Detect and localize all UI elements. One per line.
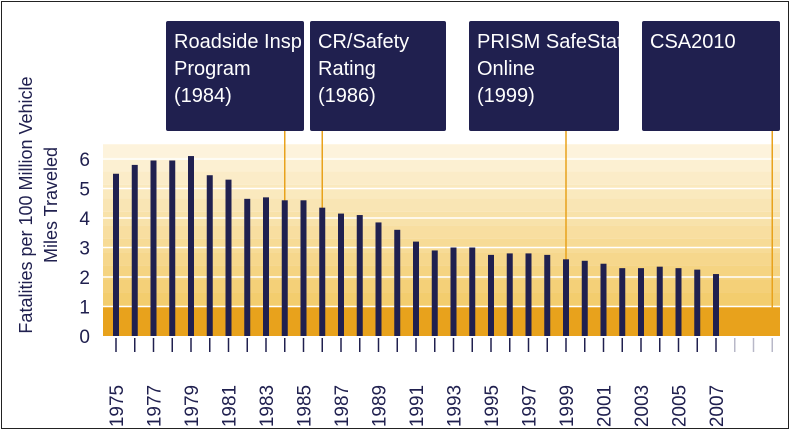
background-band (103, 292, 780, 307)
annotation-callout-line: (1999) (477, 85, 535, 107)
annotation-callout-line: CR/Safety (318, 31, 410, 53)
y-tick-label: 0 (79, 327, 90, 348)
bar (600, 263, 607, 336)
bar (263, 197, 269, 336)
x-tick-label: 1985 (295, 385, 316, 427)
bar (525, 253, 532, 336)
bar (338, 213, 344, 336)
background-band (103, 238, 780, 253)
bar (469, 247, 476, 336)
bar (488, 254, 494, 336)
x-tick-label: 1999 (557, 385, 578, 427)
background-band (103, 184, 780, 199)
bar (169, 160, 176, 336)
annotation-callout: PRISM SafeStat Online (1999) (469, 21, 623, 131)
annotation-callout-line: Online (477, 58, 535, 80)
bar (619, 268, 626, 336)
x-tick-label: 1979 (182, 385, 203, 427)
background-band (103, 252, 780, 266)
y-tick-label: 4 (79, 209, 90, 230)
annotation-callout-line: Rating (318, 58, 376, 80)
bar (694, 269, 701, 336)
annotation-callout-line: (1986) (318, 85, 376, 107)
bar (300, 200, 307, 336)
x-tick-label: 1997 (520, 385, 541, 427)
bar (581, 260, 588, 336)
y-axis-label: Fatalities per 100 Million Vehicle Miles … (16, 76, 61, 333)
x-tick-label: 1975 (107, 385, 128, 427)
y-tick-label: 5 (79, 180, 90, 201)
annotation-callout-line: CSA2010 (650, 31, 736, 53)
background-band (103, 225, 780, 239)
bar (506, 253, 513, 336)
x-tick-label: 1987 (332, 385, 353, 427)
background-band (103, 279, 780, 293)
x-tick-label: 1977 (145, 385, 166, 427)
bar (413, 241, 419, 336)
bar (713, 274, 719, 336)
gridlines (103, 158, 780, 308)
annotation-callout-line: PRISM SafeStat (477, 31, 623, 53)
y-tick-label: 3 (79, 239, 90, 260)
bar (394, 229, 401, 336)
bar (375, 222, 382, 336)
bar (131, 164, 138, 336)
x-tick-label: 2005 (670, 385, 691, 427)
x-tick-label: 1983 (257, 385, 278, 427)
bar (113, 173, 119, 336)
x-tick-label: 1993 (445, 385, 466, 427)
x-tick-label: 2001 (595, 385, 616, 427)
y-axis-label-line: Miles Traveled (41, 147, 61, 263)
x-tick-label: 1991 (407, 385, 428, 427)
annotation-callout: CSA2010 (642, 21, 780, 131)
x-tick-label: 1995 (482, 385, 503, 427)
bar (450, 247, 457, 336)
bar (544, 254, 551, 336)
x-tick-label: 2003 (632, 385, 653, 427)
background-band (103, 144, 780, 158)
bar (675, 268, 682, 336)
y-axis: 0 1 2 3 4 5 6 (79, 150, 90, 348)
y-tick-label: 6 (79, 150, 90, 171)
background-band (103, 171, 780, 185)
background-band (103, 157, 780, 172)
bar (319, 207, 326, 336)
y-axis-label-line: Fatalities per 100 Million Vehicle (16, 76, 36, 333)
bar (638, 268, 644, 336)
y-tick-label: 1 (79, 298, 90, 319)
bar (656, 266, 663, 336)
bar (563, 259, 569, 336)
background-band-base (103, 306, 780, 336)
bar (431, 250, 438, 336)
annotation-callout-line: Program (174, 58, 251, 80)
bar (188, 156, 194, 336)
background-band (103, 265, 780, 280)
bar (206, 175, 213, 336)
annotation-callout: CR/Safety Rating (1986) (310, 21, 446, 131)
background-band (103, 198, 780, 212)
y-tick-label: 2 (79, 268, 90, 289)
gradient-bands (103, 144, 780, 336)
x-tick-label: 1981 (220, 385, 241, 427)
x-tick-label: 1989 (370, 385, 391, 427)
bar (244, 198, 251, 336)
bar (356, 215, 363, 336)
bar (150, 160, 157, 336)
x-axis: 1975 1977 1979 1981 1983 1985 1987 1989 1991 1993… (107, 338, 773, 427)
bar (225, 179, 232, 336)
bars (113, 156, 719, 336)
annotation-callout-line: Roadside Insp (174, 31, 302, 53)
x-tick-label: 2007 (707, 385, 728, 427)
annotation-callout: Roadside Insp Program (1984) (166, 21, 304, 131)
bar (281, 200, 288, 336)
annotation-callout-line: (1984) (174, 85, 232, 107)
